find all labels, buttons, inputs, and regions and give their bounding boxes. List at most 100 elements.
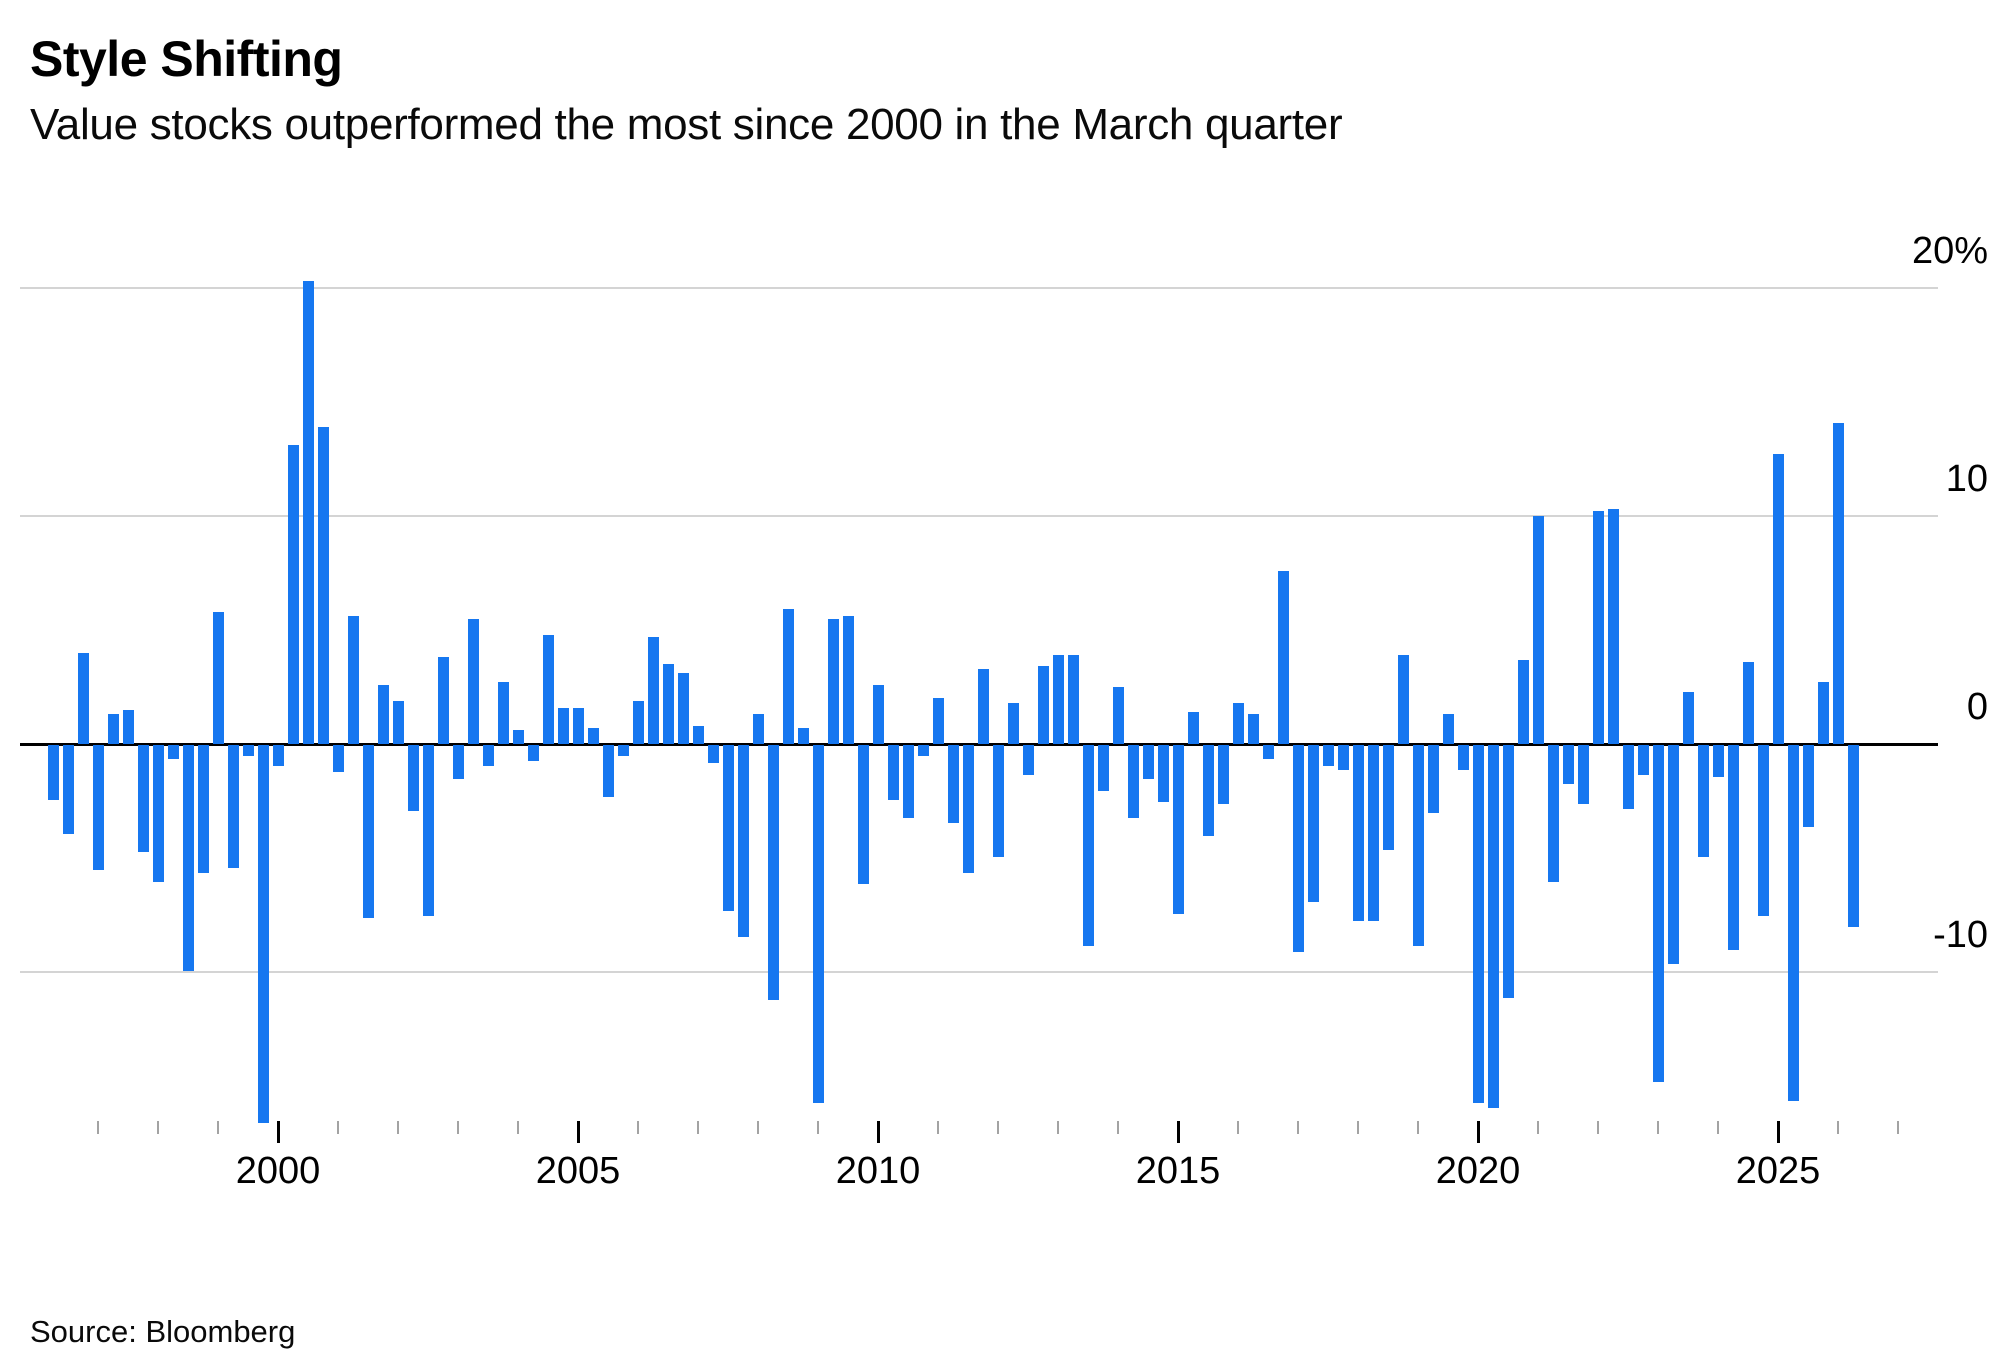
bar-2001-Q4 — [378, 685, 389, 744]
bar-2016-Q4 — [1278, 571, 1289, 744]
bar-2018-Q2 — [1368, 745, 1379, 921]
bar-2017-Q3 — [1323, 745, 1334, 766]
x-tick-major-2025 — [1777, 1121, 1780, 1143]
bar-1997-Q2 — [108, 714, 119, 744]
bar-2025-Q3 — [1803, 745, 1814, 827]
bar-2009-Q1 — [813, 745, 824, 1103]
bar-1996-Q3 — [63, 745, 74, 834]
bar-2009-Q3 — [843, 616, 854, 744]
gridline-0 — [20, 743, 1938, 746]
bar-2021-Q1 — [1533, 516, 1544, 744]
bar-2015-Q1 — [1173, 745, 1184, 914]
bar-2025-Q2 — [1788, 745, 1799, 1101]
bar-2006-Q4 — [678, 673, 689, 744]
bar-2024-Q1 — [1713, 745, 1724, 777]
bar-2014-Q4 — [1158, 745, 1169, 802]
bar-1996-Q2 — [48, 745, 59, 800]
bar-2008-Q4 — [798, 728, 809, 744]
x-tick-major-2005 — [577, 1121, 580, 1143]
y-axis-label-10: 10 — [1945, 458, 1988, 500]
x-tick-minor-2026 — [1837, 1121, 1839, 1134]
bar-2014-Q3 — [1143, 745, 1154, 779]
bar-2011-Q1 — [933, 698, 944, 744]
bar-2016-Q3 — [1263, 745, 1274, 759]
bar-2010-Q1 — [873, 685, 884, 744]
bar-2005-Q4 — [618, 745, 629, 756]
bar-2024-Q3 — [1743, 662, 1754, 744]
bar-2010-Q3 — [903, 745, 914, 818]
bar-2019-Q4 — [1458, 745, 1469, 770]
bar-2003-Q4 — [498, 682, 509, 744]
y-axis-label-20: 20% — [1911, 230, 1988, 272]
x-axis-label-2010: 2010 — [835, 1150, 921, 1192]
x-tick-minor-2022 — [1597, 1121, 1599, 1134]
x-tick-minor-2018 — [1357, 1121, 1359, 1134]
bar-2011-Q3 — [963, 745, 974, 873]
bar-2010-Q2 — [888, 745, 899, 800]
bar-2009-Q2 — [828, 619, 839, 744]
x-tick-minor-2006 — [637, 1121, 639, 1134]
bar-2024-Q2 — [1728, 745, 1739, 950]
bar-2008-Q3 — [783, 609, 794, 744]
x-tick-minor-2011 — [937, 1121, 939, 1134]
bar-2023-Q3 — [1683, 692, 1694, 744]
bar-2026-Q1 — [1833, 423, 1844, 744]
bar-2013-Q1 — [1053, 655, 1064, 744]
bar-2004-Q4 — [558, 708, 569, 744]
bar-2008-Q1 — [753, 714, 764, 744]
bar-2021-Q3 — [1563, 745, 1574, 784]
bar-2017-Q1 — [1293, 745, 1304, 952]
bar-2013-Q2 — [1068, 655, 1079, 744]
y-axis-label-0: 0 — [1966, 686, 1988, 728]
bar-2018-Q1 — [1353, 745, 1364, 921]
bar-2004-Q3 — [543, 635, 554, 744]
bar-2000-Q1 — [273, 745, 284, 766]
bar-2021-Q4 — [1578, 745, 1589, 804]
x-tick-major-2000 — [277, 1121, 280, 1143]
bar-1998-Q1 — [153, 745, 164, 882]
bar-2007-Q4 — [738, 745, 749, 937]
bar-2002-Q3 — [423, 745, 434, 916]
y-axis-label--10: -10 — [1933, 914, 1988, 956]
bar-2011-Q2 — [948, 745, 959, 823]
x-axis-label-2020: 2020 — [1435, 1150, 1521, 1192]
bar-1999-Q4 — [258, 745, 269, 1123]
bar-2017-Q4 — [1338, 745, 1349, 770]
bar-2005-Q2 — [588, 728, 599, 744]
bar-2002-Q1 — [393, 701, 404, 744]
bar-2016-Q1 — [1233, 703, 1244, 744]
bar-2012-Q3 — [1023, 745, 1034, 775]
bar-2009-Q4 — [858, 745, 869, 884]
x-tick-minor-2009 — [817, 1121, 819, 1134]
source-note: Source: Bloomberg — [30, 1314, 296, 1349]
x-tick-minor-2002 — [397, 1121, 399, 1134]
bar-2010-Q4 — [918, 745, 929, 756]
bar-2022-Q4 — [1638, 745, 1649, 775]
x-tick-minor-2013 — [1057, 1121, 1059, 1134]
x-tick-minor-2008 — [757, 1121, 759, 1134]
bar-2012-Q4 — [1038, 666, 1049, 744]
bar-2017-Q2 — [1308, 745, 1319, 902]
bar-1998-Q4 — [198, 745, 209, 873]
bar-2007-Q1 — [693, 726, 704, 744]
bar-2020-Q4 — [1518, 660, 1529, 744]
bar-1997-Q1 — [93, 745, 104, 870]
bar-2019-Q1 — [1413, 745, 1424, 946]
gridline--10 — [20, 971, 1938, 973]
bar-2026-Q2 — [1848, 745, 1859, 927]
x-tick-minor-2003 — [457, 1121, 459, 1134]
bar-1999-Q1 — [213, 612, 224, 744]
bar-2025-Q4 — [1818, 682, 1829, 744]
bar-2019-Q2 — [1428, 745, 1439, 813]
x-tick-minor-2012 — [997, 1121, 999, 1134]
bar-2011-Q4 — [978, 669, 989, 744]
bar-2000-Q3 — [303, 281, 314, 744]
x-tick-minor-2017 — [1297, 1121, 1299, 1134]
bar-2006-Q2 — [648, 637, 659, 744]
bar-1998-Q2 — [168, 745, 179, 759]
bar-2019-Q3 — [1443, 714, 1454, 744]
x-tick-minor-2001 — [337, 1121, 339, 1134]
bar-2004-Q2 — [528, 745, 539, 761]
